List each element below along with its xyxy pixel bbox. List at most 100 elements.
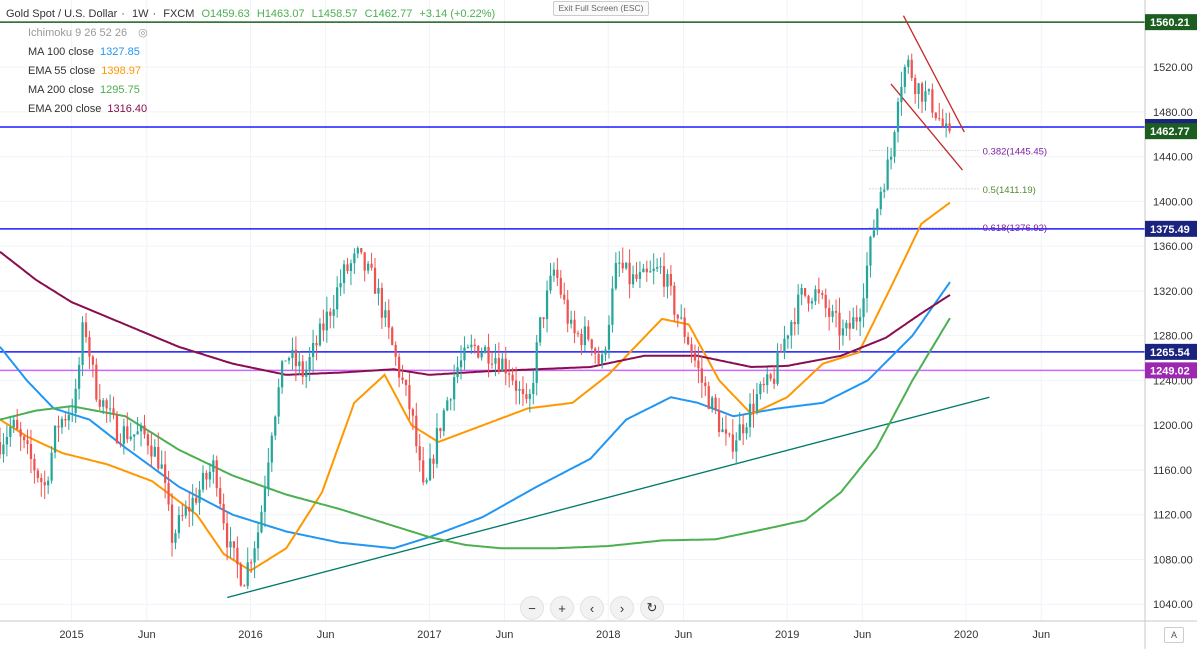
zoom-in-button[interactable]: + <box>550 596 574 620</box>
exit-fullscreen-button[interactable]: Exit Full Screen (ESC) <box>553 1 649 16</box>
candle-body <box>16 419 19 430</box>
candle-body <box>477 345 480 358</box>
level-price-label: 1265.54 <box>1150 347 1191 359</box>
candle-body <box>676 314 679 319</box>
candle-body <box>274 416 277 436</box>
candle-body <box>669 274 673 286</box>
candle-body <box>659 266 662 268</box>
candle-body <box>769 374 772 379</box>
candle-body <box>494 358 497 364</box>
candle <box>852 307 855 329</box>
candle <box>339 269 342 297</box>
candle-body <box>501 358 504 371</box>
candle <box>772 365 776 390</box>
candle <box>552 262 556 282</box>
candle <box>81 316 84 377</box>
candle-body <box>662 266 666 287</box>
candle <box>920 81 924 114</box>
candle-body <box>95 364 98 400</box>
candle <box>717 397 721 437</box>
candle-body <box>246 562 249 587</box>
candle-body <box>150 445 153 457</box>
candle-body <box>432 458 435 464</box>
candle-body <box>587 326 590 340</box>
candle <box>122 418 125 455</box>
candle-body <box>927 89 931 92</box>
candle-body <box>373 267 377 294</box>
x-tick-label: 2015 <box>59 629 83 641</box>
candle-body <box>177 515 181 534</box>
candle-body <box>879 191 882 210</box>
candle-body <box>329 311 332 316</box>
candle <box>528 388 531 413</box>
legend-ma200[interactable]: MA 200 close 1295.75 <box>6 81 499 100</box>
candle <box>821 290 824 300</box>
candle-body <box>776 351 779 384</box>
candle <box>456 356 459 384</box>
candle-body <box>36 470 39 478</box>
candle-body <box>157 446 160 469</box>
candle <box>810 297 814 310</box>
candle-body <box>308 357 311 370</box>
candle <box>36 468 39 483</box>
candle-body <box>411 409 414 416</box>
scroll-right-button[interactable]: › <box>610 596 634 620</box>
candle <box>535 334 538 396</box>
legend-ema55[interactable]: EMA 55 close 1398.97 <box>6 62 499 81</box>
candle-body <box>446 400 449 411</box>
candle-body <box>225 523 229 548</box>
candle-body <box>680 317 683 319</box>
candle-body <box>12 419 15 428</box>
candle-body <box>67 414 70 421</box>
candle-body <box>222 503 225 524</box>
support-trendline <box>227 396 990 599</box>
candle-body <box>181 515 184 517</box>
candle <box>408 372 411 420</box>
candle-body <box>88 337 91 357</box>
candle-body <box>693 353 697 361</box>
candle <box>501 351 504 372</box>
candle <box>194 487 198 505</box>
candle-body <box>442 410 445 432</box>
auto-scale-button[interactable]: A <box>1164 627 1184 643</box>
candle-body <box>786 335 789 339</box>
scroll-left-button[interactable]: ‹ <box>580 596 604 620</box>
candle-body <box>174 533 177 543</box>
x-tick-label: Jun <box>496 629 514 641</box>
candle-body <box>267 462 270 489</box>
candle <box>656 258 659 273</box>
eye-hidden-icon[interactable]: ◎ <box>138 27 148 39</box>
candle-body <box>81 322 84 365</box>
reset-chart-button[interactable]: ↻ <box>640 596 664 620</box>
candle <box>353 248 356 274</box>
candle <box>391 325 394 346</box>
candle <box>907 55 910 74</box>
candle-body <box>748 403 752 428</box>
candle <box>638 261 642 288</box>
candle-body <box>573 319 576 334</box>
zoom-out-button[interactable]: − <box>520 596 544 620</box>
candle <box>518 381 521 405</box>
candle-body <box>2 444 5 455</box>
candle-body <box>838 312 841 336</box>
candle <box>889 147 893 170</box>
candle <box>208 463 211 488</box>
legend-ichimoku[interactable]: Ichimoku 9 26 52 26 ◎ <box>6 24 499 43</box>
candle-body <box>793 321 796 325</box>
candle <box>256 521 260 561</box>
candle-body <box>542 317 545 320</box>
legend-ma100[interactable]: MA 100 close 1327.85 <box>6 43 499 62</box>
candle <box>346 258 349 275</box>
candle-body <box>143 425 146 435</box>
candle <box>752 389 755 428</box>
candle-body <box>198 489 201 503</box>
legend-ema200[interactable]: EMA 200 close 1316.40 <box>6 100 499 119</box>
candle-body <box>728 433 731 435</box>
candle-body <box>896 102 900 133</box>
candle <box>387 299 390 340</box>
candle <box>600 350 604 369</box>
interval[interactable]: 1W <box>132 8 149 20</box>
candle <box>373 258 377 294</box>
candle-body <box>397 356 401 378</box>
